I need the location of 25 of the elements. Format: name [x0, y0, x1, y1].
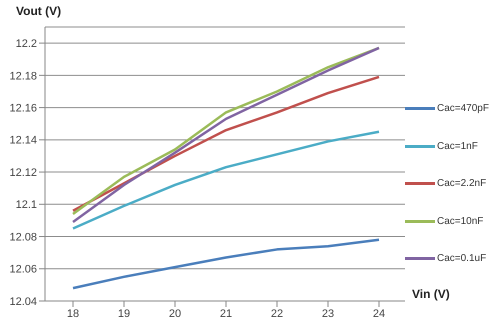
line-series: [72, 130, 380, 230]
legend-label: Cac=10nF: [437, 216, 484, 227]
x-tick-label: 18: [66, 308, 80, 320]
y-tick-label: 12.12: [9, 166, 37, 179]
legend-label: Cac=470pF: [437, 103, 489, 114]
legend-label: Cac=1nF: [437, 140, 478, 152]
x-tick-label: 19: [118, 308, 130, 320]
legend-label: Cac=0.1uF: [437, 253, 486, 264]
y-tick-label: 12.08: [9, 231, 37, 244]
line-series: [72, 238, 380, 290]
x-axis-title: Vin (V): [412, 287, 450, 301]
x-tick-label: 21: [220, 308, 232, 320]
y-axis-title: Vout (V): [16, 4, 62, 18]
x-tick-label: 22: [270, 308, 284, 320]
y-tick-label: 12.04: [9, 296, 37, 308]
y-tick-label: 12.1: [16, 199, 37, 212]
legend-label: Cac=2.2nF: [437, 178, 486, 190]
x-tick-label: 23: [322, 308, 334, 320]
y-tick-label: 12.06: [9, 264, 37, 276]
y-tick-label: 12.2: [16, 38, 37, 50]
x-tick-label: 24: [372, 308, 386, 320]
y-tick-label: 12.16: [9, 102, 37, 114]
x-tick-label: 20: [168, 308, 182, 320]
y-tick-label: 12.14: [9, 134, 37, 147]
y-tick-label: 12.18: [9, 70, 37, 82]
